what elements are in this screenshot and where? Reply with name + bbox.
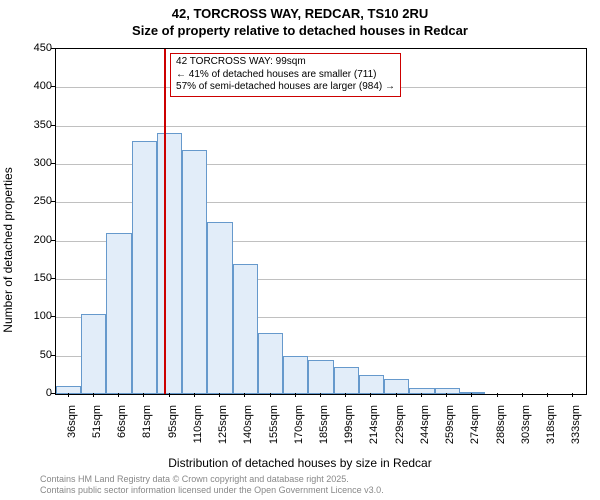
x-tick-mark xyxy=(68,393,69,397)
x-tick-mark xyxy=(320,393,321,397)
y-tick-label: 300 xyxy=(34,157,52,169)
y-tick-mark xyxy=(51,240,55,241)
x-tick-mark xyxy=(345,393,346,397)
y-tick-mark xyxy=(51,393,55,394)
y-tick-mark xyxy=(51,48,55,49)
bar xyxy=(132,141,157,394)
y-tick-label: 200 xyxy=(34,234,52,246)
x-tick-label: 244sqm xyxy=(419,405,431,453)
x-axis-label: Distribution of detached houses by size … xyxy=(0,456,600,470)
x-tick-mark xyxy=(572,393,573,397)
x-tick-label: 66sqm xyxy=(116,405,128,453)
x-tick-label: 318sqm xyxy=(545,405,557,453)
y-tick-mark xyxy=(51,278,55,279)
chart-title: 42, TORCROSS WAY, REDCAR, TS10 2RU xyxy=(0,6,600,23)
x-tick-mark xyxy=(244,393,245,397)
chart-container: 42, TORCROSS WAY, REDCAR, TS10 2RU Size … xyxy=(0,0,600,500)
x-tick-mark xyxy=(522,393,523,397)
x-tick-mark xyxy=(370,393,371,397)
bar xyxy=(233,264,258,394)
y-tick-mark xyxy=(51,316,55,317)
bar xyxy=(258,333,283,394)
y-tick-mark xyxy=(51,125,55,126)
bar xyxy=(359,375,384,394)
x-tick-label: 140sqm xyxy=(242,405,254,453)
x-tick-mark xyxy=(270,393,271,397)
x-tick-label: 170sqm xyxy=(293,405,305,453)
x-tick-mark xyxy=(497,393,498,397)
title-block: 42, TORCROSS WAY, REDCAR, TS10 2RU Size … xyxy=(0,6,600,40)
bar xyxy=(182,150,207,394)
bar xyxy=(207,222,232,395)
plot-area: 42 TORCROSS WAY: 99sqm ← 41% of detached… xyxy=(55,48,587,395)
bar xyxy=(308,360,333,395)
footer-line1: Contains HM Land Registry data © Crown c… xyxy=(40,474,384,485)
x-tick-mark xyxy=(93,393,94,397)
x-tick-label: 288sqm xyxy=(495,405,507,453)
x-tick-mark xyxy=(169,393,170,397)
x-tick-label: 81sqm xyxy=(141,405,153,453)
annotation-box: 42 TORCROSS WAY: 99sqm ← 41% of detached… xyxy=(170,53,401,97)
bar xyxy=(81,314,106,395)
x-tick-label: 36sqm xyxy=(66,405,78,453)
x-tick-label: 95sqm xyxy=(167,405,179,453)
x-tick-mark xyxy=(396,393,397,397)
y-tick-mark xyxy=(51,163,55,164)
x-tick-label: 303sqm xyxy=(520,405,532,453)
y-tick-label: 100 xyxy=(34,310,52,322)
bar xyxy=(157,133,182,394)
footer-line2: Contains public sector information licen… xyxy=(40,485,384,496)
bar xyxy=(56,386,81,394)
y-tick-mark xyxy=(51,86,55,87)
x-tick-label: 125sqm xyxy=(217,405,229,453)
x-tick-label: 155sqm xyxy=(268,405,280,453)
x-tick-label: 333sqm xyxy=(570,405,582,453)
x-tick-mark xyxy=(295,393,296,397)
y-tick-mark xyxy=(51,201,55,202)
x-tick-mark xyxy=(143,393,144,397)
bar xyxy=(409,388,434,394)
annotation-line1: 42 TORCROSS WAY: 99sqm xyxy=(176,56,395,69)
grid-line xyxy=(56,126,586,127)
x-tick-label: 259sqm xyxy=(444,405,456,453)
y-tick-label: 350 xyxy=(34,119,52,131)
annotation-line3: 57% of semi-detached houses are larger (… xyxy=(176,81,395,94)
x-tick-label: 274sqm xyxy=(469,405,481,453)
y-tick-label: 450 xyxy=(34,42,52,54)
x-tick-mark xyxy=(219,393,220,397)
bar xyxy=(106,233,131,394)
x-tick-label: 214sqm xyxy=(368,405,380,453)
x-tick-label: 110sqm xyxy=(192,405,204,453)
x-tick-mark xyxy=(118,393,119,397)
x-tick-mark xyxy=(194,393,195,397)
y-tick-label: 250 xyxy=(34,195,52,207)
bar xyxy=(283,356,308,394)
chart-subtitle: Size of property relative to detached ho… xyxy=(0,23,600,40)
footer-text: Contains HM Land Registry data © Crown c… xyxy=(40,474,384,496)
y-tick-label: 150 xyxy=(34,272,52,284)
x-tick-label: 51sqm xyxy=(91,405,103,453)
x-tick-mark xyxy=(421,393,422,397)
y-tick-label: 400 xyxy=(34,80,52,92)
x-tick-label: 199sqm xyxy=(343,405,355,453)
x-tick-label: 229sqm xyxy=(394,405,406,453)
y-axis-label: Number of detached properties xyxy=(1,167,15,332)
marker-line xyxy=(164,49,166,394)
y-tick-mark xyxy=(51,355,55,356)
x-tick-mark xyxy=(446,393,447,397)
x-tick-mark xyxy=(547,393,548,397)
bar xyxy=(334,367,359,394)
annotation-line2: ← 41% of detached houses are smaller (71… xyxy=(176,69,395,82)
bar xyxy=(384,379,409,394)
x-tick-mark xyxy=(471,393,472,397)
x-tick-label: 185sqm xyxy=(318,405,330,453)
